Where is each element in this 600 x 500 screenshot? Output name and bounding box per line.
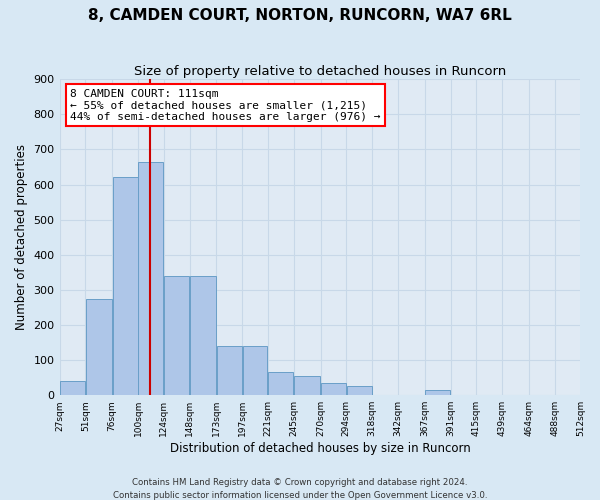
Bar [217,346,242,395]
Bar [139,162,163,395]
Bar [268,372,293,395]
Bar [113,177,137,395]
Bar [86,298,112,395]
Text: 8 CAMDEN COURT: 111sqm
← 55% of detached houses are smaller (1,215)
44% of semi-: 8 CAMDEN COURT: 111sqm ← 55% of detached… [70,88,380,122]
Bar [347,386,371,395]
X-axis label: Distribution of detached houses by size in Runcorn: Distribution of detached houses by size … [170,442,470,455]
Y-axis label: Number of detached properties: Number of detached properties [15,144,28,330]
Bar [321,383,346,395]
Title: Size of property relative to detached houses in Runcorn: Size of property relative to detached ho… [134,65,506,78]
Bar [164,276,189,395]
Bar [294,376,320,395]
Bar [60,381,85,395]
Bar [190,276,216,395]
Text: 8, CAMDEN COURT, NORTON, RUNCORN, WA7 6RL: 8, CAMDEN COURT, NORTON, RUNCORN, WA7 6R… [88,8,512,22]
Text: Contains HM Land Registry data © Crown copyright and database right 2024.
Contai: Contains HM Land Registry data © Crown c… [113,478,487,500]
Bar [242,346,268,395]
Bar [425,390,450,395]
